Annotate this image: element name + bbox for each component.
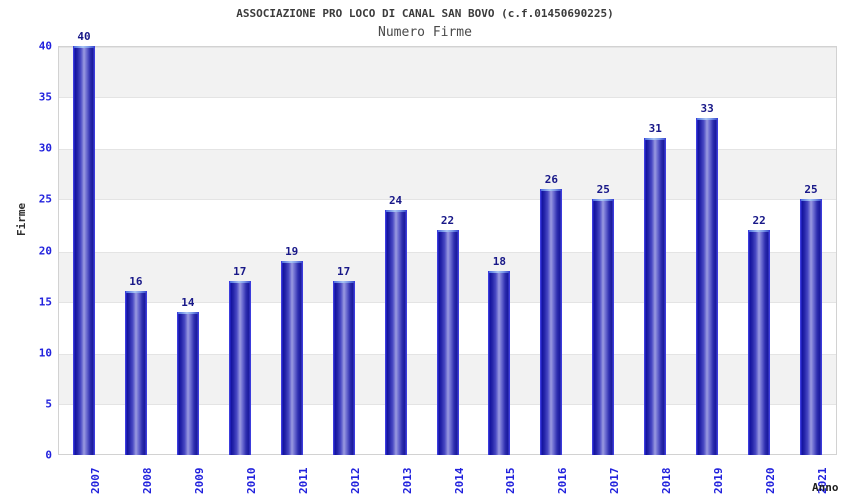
y-axis-tick-label: 0 [45, 448, 52, 462]
bar[interactable] [748, 230, 771, 455]
y-axis-tick-label: 40 [38, 39, 52, 53]
bars-layer: 40 16 14 17 19 17 24 22 18 26 25 31 33 22 25 [58, 30, 837, 460]
bar[interactable] [280, 260, 303, 455]
x-axis-tick-label: 2011 [296, 467, 310, 495]
chart-subtitle: Numero Firme [378, 25, 472, 40]
bar[interactable] [332, 281, 355, 455]
x-axis-tick-label: 2016 [556, 467, 570, 495]
bar-group[interactable]: 22 [748, 214, 771, 455]
bar-value-label: 31 [648, 122, 662, 136]
bar[interactable] [176, 311, 199, 455]
bar-group[interactable]: 22 [436, 214, 459, 455]
bar-group[interactable]: 19 [280, 245, 303, 455]
bar-top-highlight [801, 199, 822, 202]
y-axis-tick-label: 20 [38, 244, 52, 257]
bar-value-label: 25 [804, 183, 818, 197]
y-axis-ticks: 0 5 10 15 20 25 30 35 40 [0, 0, 52, 500]
bar[interactable] [124, 291, 147, 455]
x-axis-tick-label: 2018 [660, 467, 674, 495]
x-axis-tick-label: 2007 [88, 467, 102, 495]
bar-top-highlight [437, 230, 458, 233]
bar-value-label: 24 [388, 193, 403, 207]
bar[interactable] [436, 230, 459, 455]
x-axis-tick-label: 2015 [504, 467, 518, 495]
bar-top-highlight [73, 46, 94, 48]
y-axis-tick-label: 15 [38, 295, 52, 309]
x-axis-tick-label: 2019 [712, 467, 726, 495]
bar-group[interactable]: 31 [644, 122, 667, 455]
bar-top-highlight [177, 311, 198, 314]
bar-group[interactable]: 40 [72, 30, 95, 455]
bar-value-label: 17 [337, 265, 351, 279]
bar-value-label: 22 [752, 214, 766, 228]
y-axis-title: Firme [15, 202, 28, 236]
bar-group[interactable]: 25 [800, 183, 823, 455]
bar-value-label: 18 [492, 254, 507, 268]
bar-value-label: 17 [233, 265, 247, 279]
bar-group[interactable]: 33 [696, 102, 719, 455]
x-axis-tick-label: 2020 [764, 467, 778, 495]
bar-top-highlight [489, 270, 510, 273]
grid-band [59, 47, 836, 99]
x-axis-tick-label: 2017 [608, 467, 622, 495]
bar[interactable] [72, 46, 95, 455]
bar-top-highlight [333, 281, 354, 284]
bar-group[interactable]: 24 [384, 194, 407, 455]
bar-top-highlight [385, 209, 406, 212]
bar[interactable] [488, 270, 511, 455]
x-axis-tick-label: 2010 [244, 467, 258, 495]
bar-top-highlight [645, 138, 666, 141]
bar-group[interactable]: 16 [124, 275, 147, 455]
bar-group[interactable]: 25 [592, 183, 615, 455]
bar-value-label: 19 [285, 244, 299, 258]
bar[interactable] [540, 189, 563, 455]
bar[interactable] [228, 281, 251, 455]
bar-value-label: 33 [700, 101, 714, 115]
y-axis-tick-label: 30 [38, 141, 52, 155]
x-axis-tick-label: 2014 [452, 467, 466, 495]
bar-top-highlight [125, 291, 146, 294]
bar-top-highlight [541, 189, 562, 192]
x-axis-tick-label: 2009 [192, 467, 206, 495]
bar-group[interactable]: 18 [488, 255, 511, 455]
bar-value-label: 26 [544, 173, 558, 187]
bar-group[interactable]: 17 [228, 265, 251, 455]
bar-value-label: 14 [181, 295, 195, 309]
x-axis-title: Anno [812, 481, 839, 494]
bar-value-label: 16 [129, 275, 143, 289]
y-axis-tick-label: 10 [38, 346, 52, 360]
x-axis-tick-label: 2013 [400, 467, 414, 495]
y-axis-tick-label: 25 [38, 192, 52, 206]
bar[interactable] [592, 199, 615, 455]
bar[interactable] [384, 209, 407, 455]
bar-value-label: 25 [596, 183, 610, 197]
bar-top-highlight [697, 117, 718, 120]
bar-group[interactable]: 17 [332, 265, 355, 455]
x-axis-tick-label: 2012 [348, 467, 362, 495]
bar-top-highlight [281, 260, 302, 263]
bar-value-label: 22 [440, 214, 455, 228]
bar[interactable] [644, 138, 667, 455]
x-axis-ticks: 2007 2008 2009 2010 2011 2012 2013 2014 2015 2016… [58, 460, 837, 500]
bar-group[interactable]: 26 [540, 173, 563, 455]
bar-top-highlight [229, 281, 250, 284]
x-axis-tick-label: 2008 [140, 467, 154, 495]
bar-value-label: 40 [77, 30, 91, 43]
y-axis-tick-label: 5 [45, 397, 52, 411]
bar-group[interactable]: 14 [176, 296, 199, 455]
bar[interactable] [696, 117, 719, 455]
bar[interactable] [800, 199, 823, 455]
bar-top-highlight [593, 199, 614, 202]
bar-top-highlight [749, 230, 770, 233]
y-axis-tick-label: 35 [38, 90, 52, 104]
chart-title: ASSOCIAZIONE PRO LOCO DI CANAL SAN BOVO … [236, 7, 614, 20]
